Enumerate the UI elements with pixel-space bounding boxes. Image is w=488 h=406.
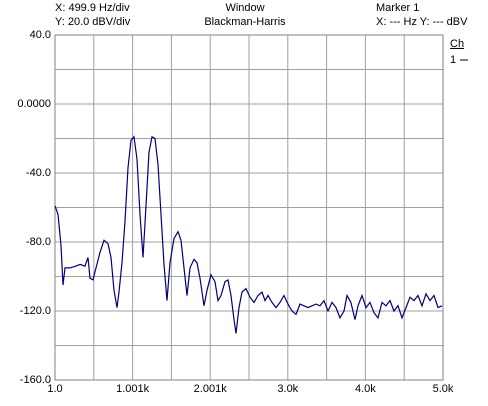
x-tick-label: 1.001k (116, 383, 150, 395)
y-tick-label: 40.0 (30, 29, 51, 41)
x-tick-label: 1.0 (47, 383, 62, 395)
trace (54, 135, 443, 334)
y-tick-label: -160.0 (20, 374, 51, 386)
x-tick-label: 2.001k (194, 383, 228, 395)
y-scale-label: Y: 20.0 dBV/div (55, 16, 131, 28)
marker-label: Marker 1 (376, 2, 419, 14)
x-scale-label: X: 499.9 Hz/div (55, 2, 130, 14)
marker-readout: X: --- Hz Y: --- dBV (376, 16, 468, 28)
y-tick-label: -80.0 (26, 236, 51, 248)
y-tick-label: -40.0 (26, 167, 51, 179)
window-label: Window (225, 2, 264, 14)
x-tick-label: 5.0k (433, 383, 454, 395)
window-name: Blackman-Harris (204, 16, 286, 28)
legend-title: Ch (450, 38, 464, 50)
legend-label: 1 (450, 54, 456, 66)
x-tick-label: 4.0k (355, 383, 376, 395)
y-tick-label: 0.0000 (17, 98, 51, 110)
y-tick-label: -120.0 (20, 305, 51, 317)
x-tick-label: 3.0k (277, 383, 298, 395)
